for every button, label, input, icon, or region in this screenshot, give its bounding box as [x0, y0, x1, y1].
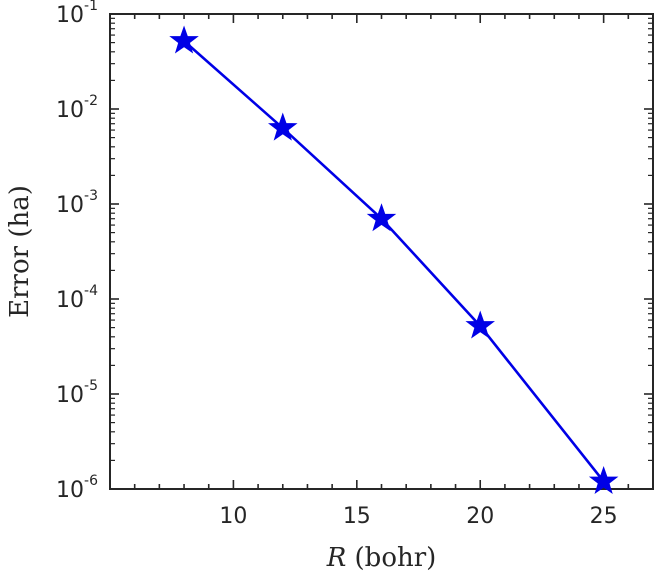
y-tick-label: 10-4: [56, 283, 98, 313]
data-point-star: [169, 25, 199, 54]
y-axis-title: Error (ha): [5, 185, 35, 318]
y-tick-label: 10-3: [56, 188, 98, 218]
y-tick-label-exponent: -1: [84, 0, 98, 14]
y-tick-label-base: 10: [56, 288, 84, 313]
x-tick-label: 15: [343, 504, 371, 529]
data-point-star: [588, 465, 619, 495]
data-point-star: [465, 310, 495, 339]
x-axis-title: R (bohr): [326, 543, 437, 573]
y-tick-label: 10-2: [56, 93, 98, 123]
y-tick-label-base: 10: [56, 98, 84, 123]
x-tick-label: 25: [590, 504, 618, 529]
x-axis-unit: (bohr): [346, 543, 436, 573]
x-tick-label: 20: [466, 504, 494, 529]
y-tick-label-base: 10: [56, 193, 84, 218]
y-tick-label: 10-1: [56, 0, 98, 28]
y-tick-label: 10-5: [56, 378, 98, 408]
series-line: [183, 40, 605, 483]
y-tick-label-base: 10: [56, 3, 84, 28]
y-tick-label-exponent: -5: [84, 378, 98, 394]
y-tick-label-base: 10: [56, 478, 84, 503]
data-point-star: [268, 112, 298, 141]
x-tick-label: 10: [219, 504, 247, 529]
data-point-star: [366, 203, 397, 232]
y-tick-label: 10-6: [56, 473, 98, 503]
y-tick-label-exponent: -6: [84, 473, 98, 489]
y-tick-label-exponent: -2: [84, 93, 98, 109]
axes-frame: [109, 13, 654, 490]
x-axis-variable: R: [326, 543, 347, 573]
y-tick-label-exponent: -3: [84, 188, 98, 204]
y-tick-label-exponent: -4: [84, 283, 98, 299]
y-tick-label-base: 10: [56, 383, 84, 408]
